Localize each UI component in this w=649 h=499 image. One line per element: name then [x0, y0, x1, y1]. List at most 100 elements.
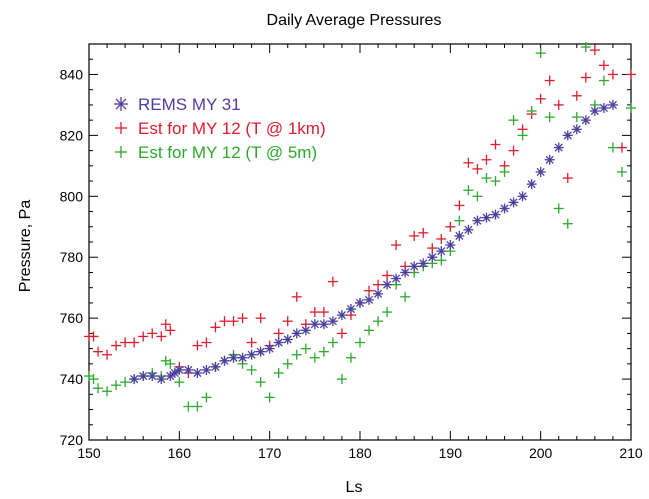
data-point [580, 72, 591, 83]
x-tick-label: 180 [348, 445, 372, 461]
data-point [598, 102, 609, 113]
data-point [598, 60, 609, 71]
data-point [409, 230, 420, 241]
data-point [165, 358, 176, 369]
data-point [102, 349, 113, 360]
data-point [454, 215, 465, 226]
data-point [355, 337, 365, 348]
axis-ticks: 150 160 170 180 190 200 210 720 740 760 780 800 820 8… [60, 43, 643, 461]
data-point [264, 343, 275, 354]
data-point [580, 42, 591, 53]
data-point [129, 337, 140, 348]
data-point [327, 337, 338, 348]
data-point [300, 343, 311, 354]
data-point [391, 240, 402, 251]
data-point [192, 401, 203, 412]
x-axis-label: Ls [346, 479, 363, 496]
data-point [174, 377, 185, 388]
data-point [535, 48, 546, 59]
data-point [291, 291, 302, 302]
data-point [88, 374, 99, 385]
y-tick-label: 840 [60, 66, 84, 82]
data-point [147, 371, 158, 382]
data-point [120, 337, 131, 348]
data-point [382, 279, 393, 290]
data-point [373, 288, 384, 299]
data-point [481, 173, 492, 184]
x-tick-label: 190 [439, 445, 463, 461]
data-point [183, 364, 194, 375]
y-axis-label: Pressure, Pa [17, 200, 34, 293]
data-point [255, 346, 266, 357]
data-point [255, 377, 266, 388]
data-point [273, 337, 284, 348]
data-point [219, 355, 230, 366]
data-point [544, 154, 555, 165]
data-point [436, 233, 447, 244]
data-point [535, 93, 546, 104]
data-point [391, 273, 402, 284]
data-point [616, 166, 627, 177]
data-point [336, 328, 347, 339]
data-series [84, 42, 636, 412]
data-point [291, 349, 302, 360]
data-point [382, 270, 393, 281]
y-tick-label: 760 [60, 310, 84, 326]
legend-marker [115, 122, 127, 134]
series-1 [84, 45, 636, 378]
data-point [598, 75, 609, 86]
data-point [382, 307, 393, 318]
data-point [237, 352, 248, 363]
data-point [472, 163, 483, 174]
data-point [327, 276, 338, 287]
data-point [607, 69, 618, 80]
data-point [88, 331, 99, 342]
data-point [571, 90, 582, 101]
data-point [409, 261, 420, 272]
data-point [436, 246, 447, 257]
data-point [589, 106, 600, 117]
data-point [508, 197, 519, 208]
data-point [571, 112, 582, 123]
data-point [373, 316, 384, 327]
data-point [526, 106, 537, 117]
data-point [282, 358, 293, 369]
data-point [481, 212, 492, 223]
data-point [553, 142, 564, 153]
data-point [156, 331, 167, 342]
x-tick-label: 200 [529, 445, 553, 461]
x-tick-label: 150 [77, 445, 101, 461]
data-point [309, 307, 320, 318]
data-point [210, 361, 221, 372]
x-tick-label: 160 [168, 445, 192, 461]
data-point [436, 255, 447, 266]
data-point [201, 364, 212, 375]
chart-title: Daily Average Pressures [267, 12, 442, 29]
y-tick-label: 800 [60, 188, 84, 204]
x-tick-label: 210 [619, 445, 643, 461]
data-point [255, 313, 266, 324]
data-point [562, 173, 573, 184]
data-point [93, 346, 104, 357]
data-point [264, 392, 275, 403]
data-point [237, 313, 248, 324]
data-point [517, 130, 528, 141]
data-point [291, 328, 302, 339]
data-point [364, 285, 375, 296]
data-point [93, 383, 104, 394]
data-point [282, 334, 293, 345]
data-point [138, 371, 149, 382]
data-point [490, 209, 501, 220]
data-point [309, 352, 320, 363]
data-point [490, 176, 501, 187]
data-point [517, 191, 528, 202]
data-point [544, 75, 555, 86]
data-point [174, 364, 185, 375]
data-point [120, 377, 131, 388]
legend-entry: REMS MY 31 [138, 95, 241, 114]
data-point [273, 328, 284, 339]
data-point [445, 221, 456, 232]
data-point [427, 252, 438, 263]
data-point [102, 386, 113, 397]
data-point [111, 340, 122, 351]
